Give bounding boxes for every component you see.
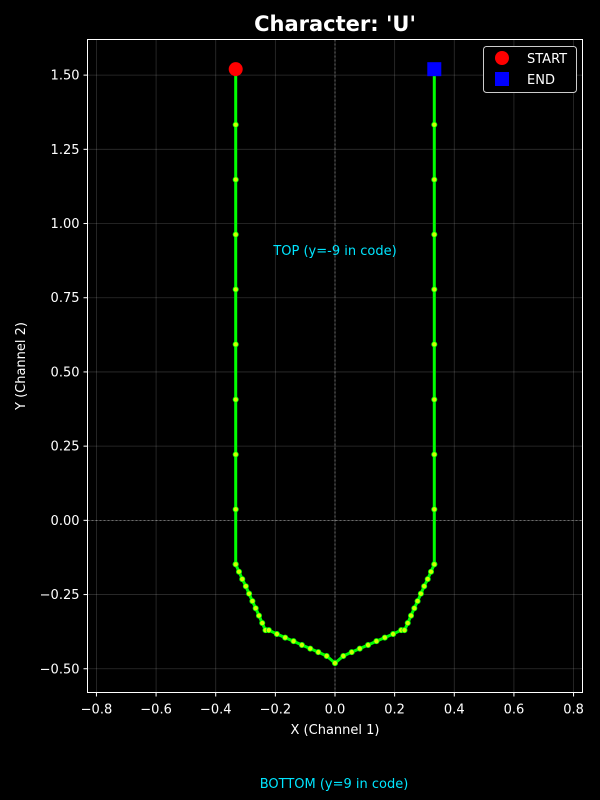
trajectory-point bbox=[408, 612, 415, 619]
x-tick-label: 0.0 bbox=[325, 703, 346, 718]
trajectory-point bbox=[431, 561, 438, 568]
x-tick-label: 0.6 bbox=[504, 703, 525, 718]
legend: START END bbox=[483, 46, 577, 93]
legend-start-marker bbox=[495, 51, 509, 65]
trajectory-point bbox=[431, 451, 438, 458]
trajectory-point bbox=[348, 649, 355, 656]
y-tick-label: 1.25 bbox=[51, 143, 80, 158]
y-tick-label: 0.00 bbox=[51, 514, 80, 529]
trajectory-point bbox=[414, 598, 421, 605]
legend-end-label: END bbox=[527, 73, 555, 88]
start-marker bbox=[228, 62, 243, 77]
trajectory-point bbox=[431, 396, 438, 403]
x-tick-label: 0.4 bbox=[444, 703, 465, 718]
trajectory-point bbox=[242, 583, 249, 590]
trajectory-point bbox=[431, 231, 438, 238]
trajectory-point bbox=[431, 286, 438, 293]
trajectory-point bbox=[232, 396, 239, 403]
trajectory-point bbox=[307, 645, 314, 652]
trajectory-point bbox=[401, 627, 408, 634]
y-tick-label: 1.50 bbox=[51, 69, 80, 84]
trajectory-point bbox=[365, 642, 372, 649]
trajectory-point bbox=[252, 605, 259, 612]
y-tick-label: −0.25 bbox=[40, 588, 80, 603]
trajectory-point bbox=[239, 576, 246, 583]
trajectory-point bbox=[235, 568, 242, 575]
legend-start-label: START bbox=[527, 52, 567, 67]
trajectory-point bbox=[232, 286, 239, 293]
trajectory-point bbox=[331, 660, 338, 667]
y-axis-label: Y (Channel 2) bbox=[14, 322, 29, 411]
trajectory-point bbox=[298, 642, 305, 649]
trajectory-point bbox=[265, 627, 272, 634]
trajectory-point bbox=[428, 568, 435, 575]
trajectory-point bbox=[424, 576, 431, 583]
trajectory-point bbox=[373, 638, 380, 645]
x-tick-label: −0.8 bbox=[81, 703, 113, 718]
top-annotation: TOP (y=-9 in code) bbox=[272, 244, 396, 259]
end-marker bbox=[427, 62, 442, 77]
y-tick-label: −0.50 bbox=[40, 662, 80, 677]
trajectory-point bbox=[323, 652, 330, 659]
trajectory-point bbox=[431, 176, 438, 183]
trajectory-point bbox=[232, 231, 239, 238]
trajectory-point bbox=[381, 634, 388, 641]
trajectory-point bbox=[249, 598, 256, 605]
trajectory-point bbox=[259, 620, 266, 627]
trajectory-point bbox=[340, 652, 347, 659]
trajectory-point bbox=[232, 561, 239, 568]
y-tick-label: 1.00 bbox=[51, 217, 80, 232]
trajectory-point bbox=[404, 620, 411, 627]
trajectory-point bbox=[431, 121, 438, 128]
legend-end-marker bbox=[495, 72, 509, 86]
bottom-annotation: BOTTOM (y=9 in code) bbox=[259, 777, 409, 792]
x-tick-label: 0.8 bbox=[563, 703, 584, 718]
trajectory-point bbox=[431, 341, 438, 348]
trajectory-point bbox=[232, 176, 239, 183]
trajectory-point bbox=[232, 121, 239, 128]
trajectory-point bbox=[431, 506, 438, 513]
trajectory-point bbox=[282, 634, 289, 641]
x-tick-label: −0.6 bbox=[140, 703, 172, 718]
trajectory-point bbox=[232, 506, 239, 513]
trajectory-point bbox=[290, 638, 297, 645]
y-axis-ticks: −0.50 −0.25 0.00 0.25 0.50 0.75 1.00 1.25 1.50 bbox=[40, 69, 88, 677]
trajectory-point bbox=[411, 605, 418, 612]
chart-title: Character: 'U' bbox=[254, 12, 416, 36]
x-axis-ticks: −0.8 −0.6 −0.4 −0.2 0.0 0.2 0.4 0.6 0.8 bbox=[81, 692, 584, 718]
trajectory-point bbox=[390, 631, 397, 638]
x-tick-label: −0.4 bbox=[200, 703, 232, 718]
y-tick-label: 0.25 bbox=[51, 440, 80, 455]
y-tick-label: 0.50 bbox=[51, 365, 80, 380]
trajectory-point bbox=[356, 645, 363, 652]
x-axis-label: X (Channel 1) bbox=[291, 723, 380, 738]
trajectory-point bbox=[417, 590, 424, 597]
x-tick-label: −0.2 bbox=[260, 703, 292, 718]
trajectory-point bbox=[255, 612, 262, 619]
trajectory-point bbox=[421, 583, 428, 590]
trajectory-point bbox=[232, 341, 239, 348]
zero-reference-lines bbox=[87, 39, 583, 693]
trajectory-point bbox=[273, 631, 280, 638]
trajectory-point bbox=[246, 590, 253, 597]
trajectory-point bbox=[315, 649, 322, 656]
y-tick-label: 0.75 bbox=[51, 291, 80, 306]
trajectory-point bbox=[232, 451, 239, 458]
endpoint-markers bbox=[228, 62, 442, 77]
x-tick-label: 0.2 bbox=[384, 703, 405, 718]
